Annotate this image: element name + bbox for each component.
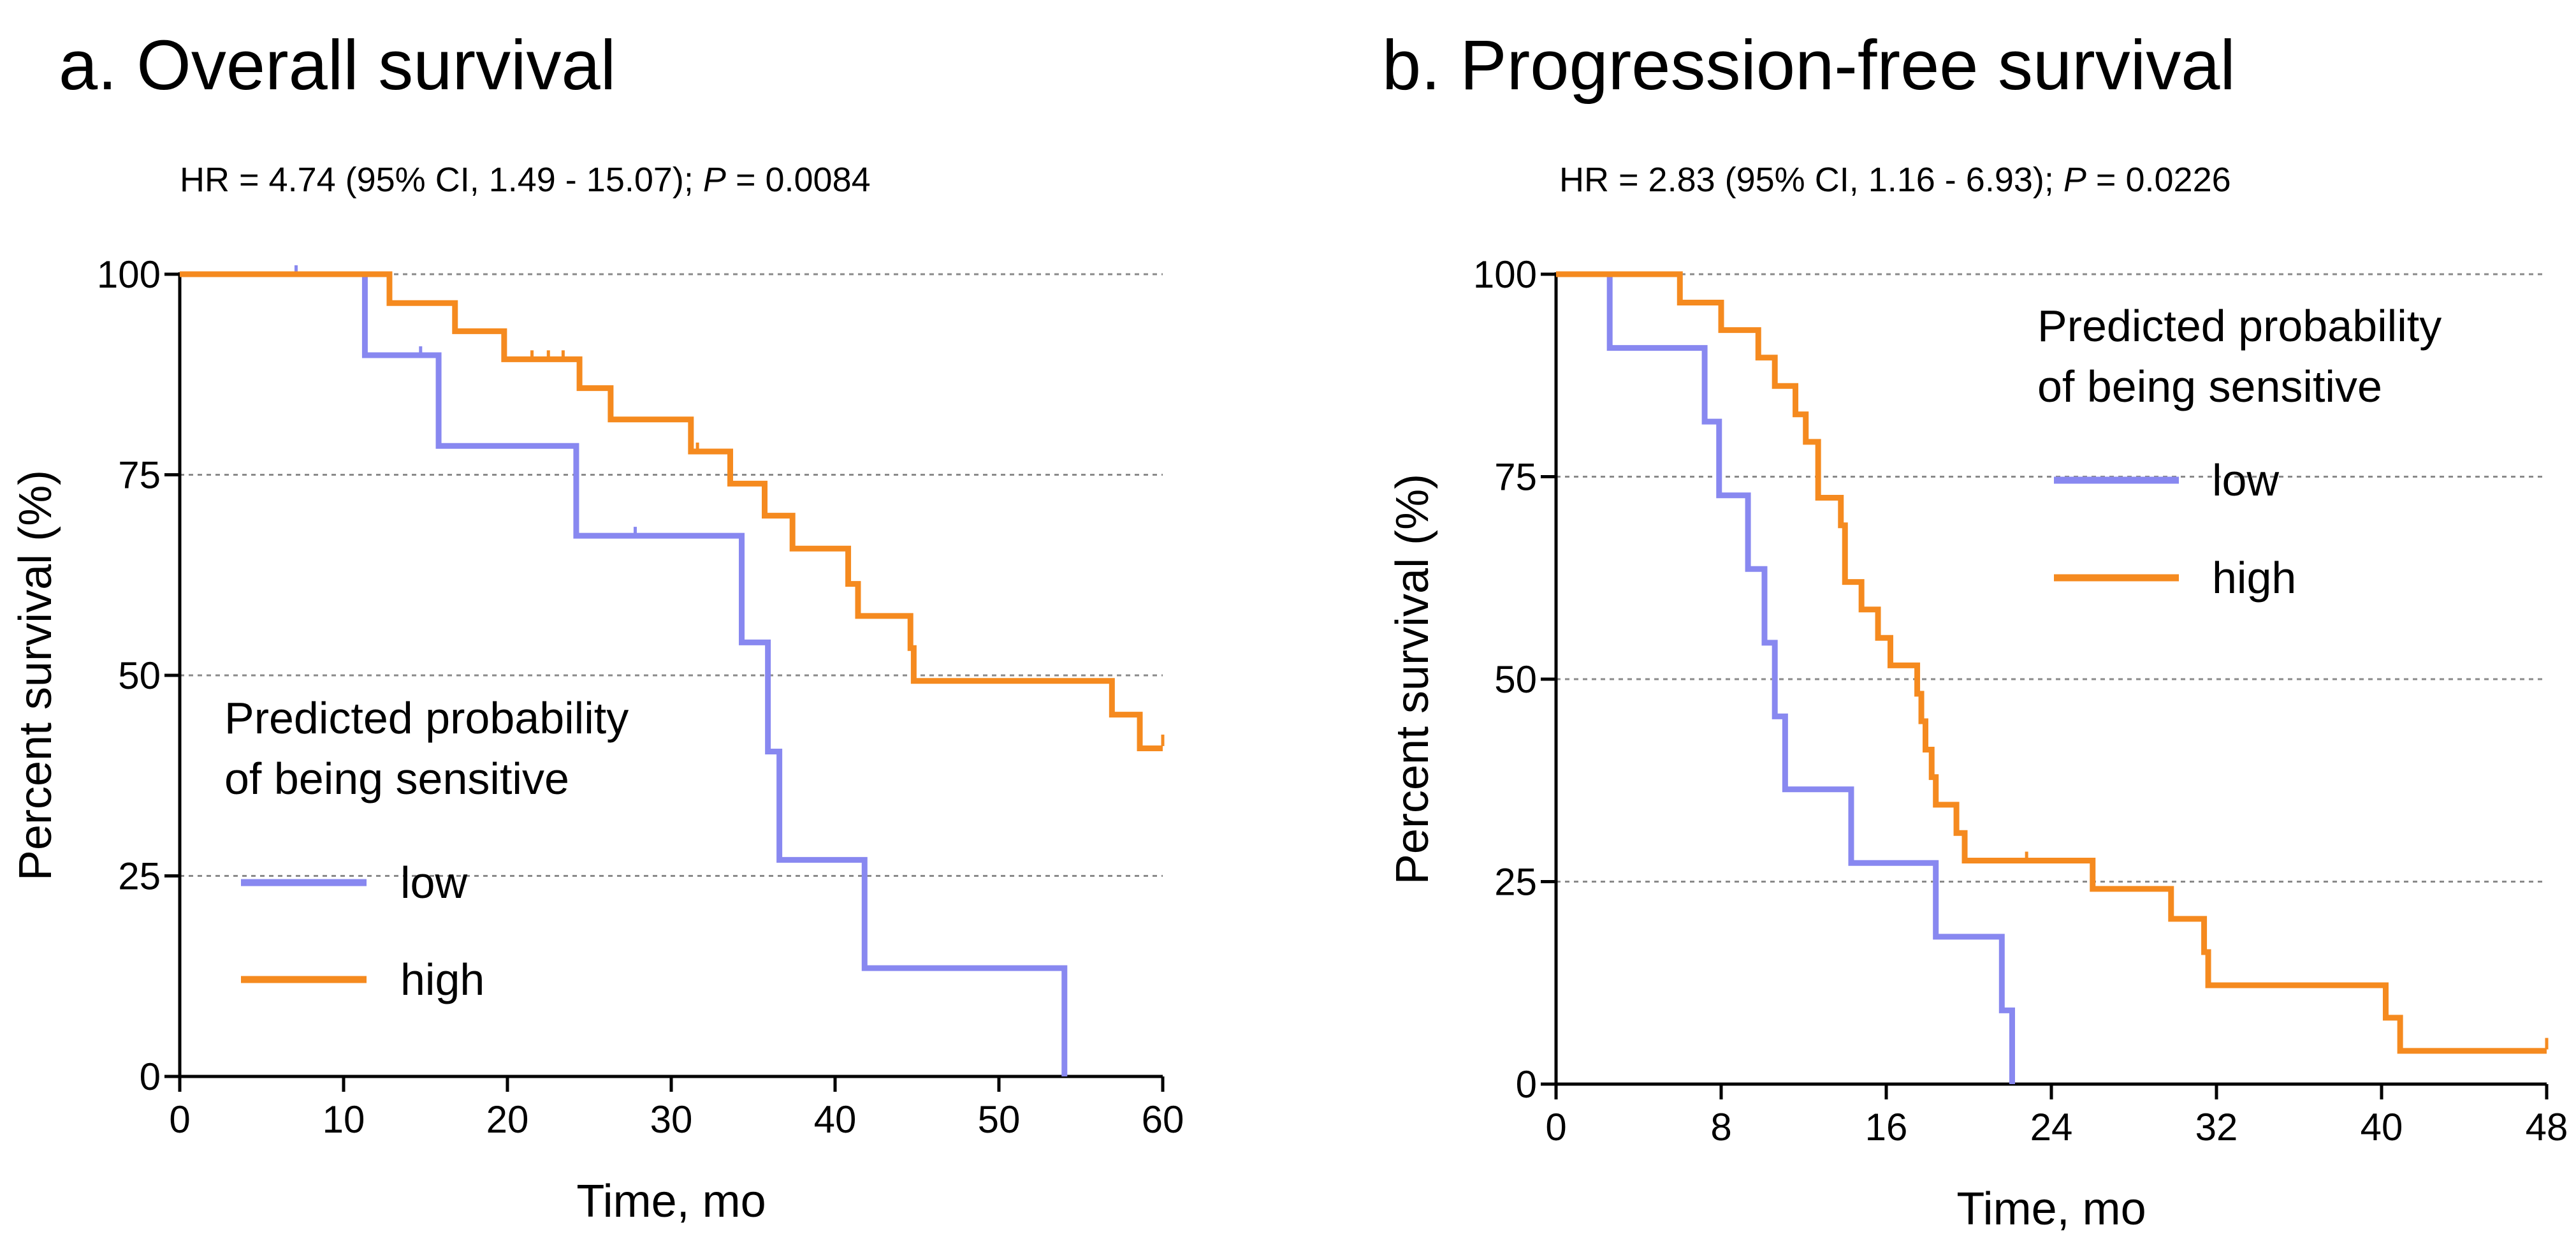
x-tick-label: 50 — [978, 1098, 1021, 1141]
legend-title: of being sensitive — [224, 754, 569, 804]
x-tick-label: 40 — [814, 1098, 857, 1141]
y-tick-label: 50 — [1494, 658, 1537, 701]
x-axis-label: Time, mo — [1956, 1184, 2146, 1235]
x-tick-label: 48 — [2526, 1106, 2568, 1149]
y-tick-label: 75 — [1494, 456, 1537, 499]
y-axis-label: Percent survival (%) — [1387, 474, 1438, 885]
legend-label-high: high — [2212, 553, 2296, 603]
x-tick-label: 30 — [650, 1098, 693, 1141]
y-tick-label: 0 — [140, 1055, 161, 1098]
y-axis-label: Percent survival (%) — [10, 470, 61, 881]
legend-title: Predicted probability — [224, 693, 629, 743]
hazard-ratio-text: HR = 2.83 (95% CI, 1.16 - 6.93); P = 0.0… — [1559, 161, 2231, 199]
x-tick-label: 16 — [1865, 1106, 1908, 1149]
legend-label-high: high — [400, 955, 484, 1004]
y-tick-label: 100 — [1473, 253, 1537, 296]
x-tick-label: 0 — [169, 1098, 190, 1141]
x-tick-label: 24 — [2030, 1106, 2073, 1149]
y-tick-label: 75 — [118, 454, 161, 497]
x-tick-label: 10 — [323, 1098, 365, 1141]
x-tick-label: 40 — [2361, 1106, 2403, 1149]
y-tick-label: 25 — [1494, 861, 1537, 904]
chart-panel-a: a. Overall survival HR = 4.74 (95% CI, 1.… — [10, 26, 1184, 1227]
legend-label-low: low — [400, 858, 467, 907]
survival-curve-low — [1556, 271, 2015, 1084]
x-tick-label: 8 — [1710, 1106, 1731, 1149]
survival-curve-high — [180, 271, 1163, 751]
survival-curve-high — [1556, 271, 2547, 1054]
survival-curve-low — [180, 271, 1068, 1076]
y-tick-label: 25 — [118, 855, 161, 898]
legend-label-low: low — [2212, 455, 2279, 505]
x-tick-label: 20 — [486, 1098, 529, 1141]
y-tick-label: 100 — [97, 253, 161, 296]
x-axis-label: Time, mo — [576, 1176, 766, 1227]
x-tick-label: 60 — [1142, 1098, 1184, 1141]
legend-title: Predicted probability — [2037, 301, 2441, 351]
y-tick-label: 0 — [1516, 1063, 1537, 1106]
chart-title: a. Overall survival — [59, 26, 616, 105]
legend-title: of being sensitive — [2037, 362, 2382, 411]
hazard-ratio-text: HR = 4.74 (95% CI, 1.49 - 15.07); P = 0.… — [180, 161, 871, 199]
x-tick-label: 32 — [2195, 1106, 2238, 1149]
legend: Predicted probability of being sensitive l… — [2037, 301, 2441, 603]
chart-panel-b: b. Progression-free survival HR = 2.83 (9… — [1382, 26, 2568, 1235]
x-tick-label: 0 — [1545, 1106, 1566, 1149]
y-tick-label: 50 — [118, 654, 161, 697]
chart-title: b. Progression-free survival — [1382, 26, 2236, 105]
legend: Predicted probability of being sensitive l… — [224, 693, 629, 1004]
